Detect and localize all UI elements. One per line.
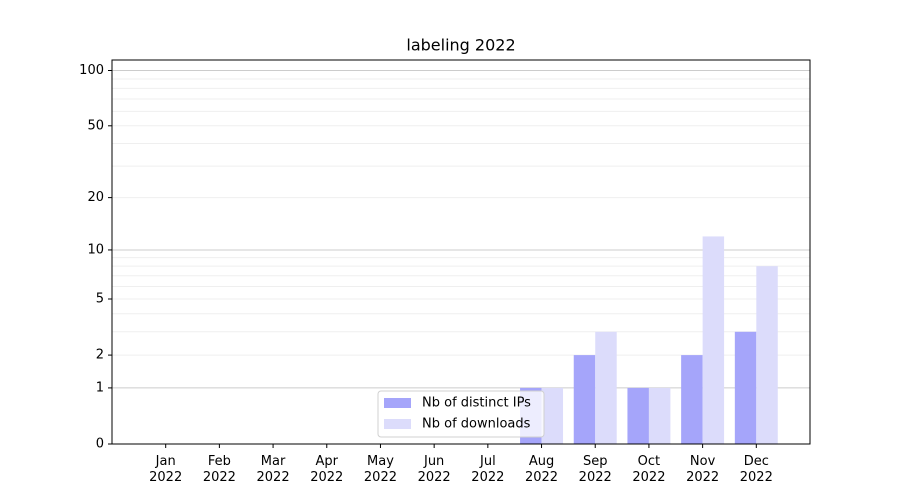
- y-tick-label: 2: [96, 348, 104, 363]
- bar: [627, 387, 649, 444]
- x-tick-label: Jun 2022: [418, 454, 451, 485]
- x-tick-label-line: Apr: [316, 454, 339, 469]
- x-tick-label-line: Jul: [479, 454, 496, 469]
- x-tick-label: Nov 2022: [686, 454, 719, 485]
- x-tick-label: Oct 2022: [632, 454, 665, 485]
- x-tick-label-line: 2022: [257, 470, 290, 485]
- legend-swatch: [384, 398, 411, 408]
- y-tick-label: 5: [96, 291, 104, 306]
- y-tick-label: 0: [96, 437, 104, 452]
- x-tick-label-line: Mar: [261, 454, 286, 469]
- bar: [648, 387, 671, 444]
- x-tick-label-line: Oct: [638, 454, 660, 469]
- y-tick-label: 20: [87, 190, 104, 205]
- legend-swatch: [384, 419, 411, 429]
- plot-frame: [111, 59, 811, 445]
- x-tick-label-line: Aug: [529, 454, 554, 469]
- x-tick-label: Jul 2022: [471, 454, 504, 485]
- x-tick-label-line: 2022: [686, 470, 719, 485]
- x-tick-label: Sep 2022: [579, 454, 612, 485]
- x-tick-label-line: Feb: [208, 454, 231, 469]
- x-tick-label: Dec 2022: [740, 454, 773, 485]
- y-tick-label: 50: [87, 118, 104, 133]
- bar: [756, 266, 778, 444]
- x-tick-label: May 2022: [364, 454, 397, 485]
- x-tick-label-line: Nov: [690, 454, 716, 469]
- y-tick-label: 100: [79, 63, 104, 78]
- legend-label: Nb of downloads: [422, 417, 531, 432]
- x-tick-label: Mar 2022: [257, 454, 290, 485]
- x-tick-label-line: 2022: [740, 470, 773, 485]
- x-tick-label: Apr 2022: [310, 454, 343, 485]
- bar: [595, 331, 617, 444]
- x-tick-label-line: May: [367, 454, 394, 469]
- x-tick-label-line: Jun: [423, 454, 444, 469]
- x-tick-label-line: 2022: [525, 470, 558, 485]
- x-tick-label-line: 2022: [310, 470, 343, 485]
- bar: [734, 331, 757, 444]
- x-tick-label-line: 2022: [471, 470, 504, 485]
- bar: [702, 236, 725, 444]
- x-tick-label-line: Sep: [583, 454, 608, 469]
- x-tick-label: Jan 2022: [149, 454, 182, 485]
- bar: [573, 355, 596, 444]
- x-tick-label: Feb 2022: [203, 454, 236, 485]
- bar: [681, 355, 703, 444]
- x-tick-label-line: Jan: [155, 454, 176, 469]
- x-tick-label: Aug 2022: [525, 454, 558, 485]
- legend-box: [377, 390, 545, 438]
- x-tick-label-line: 2022: [364, 470, 397, 485]
- legend-label: Nb of distinct IPs: [422, 396, 531, 411]
- y-tick-label: 1: [96, 380, 104, 395]
- y-tick-label: 10: [87, 242, 104, 257]
- chart-title: labeling 2022: [406, 36, 515, 55]
- x-tick-label-line: 2022: [149, 470, 182, 485]
- bar: [541, 387, 564, 444]
- x-tick-label-line: Dec: [744, 454, 769, 469]
- x-tick-label-line: 2022: [203, 470, 236, 485]
- x-tick-label-line: 2022: [418, 470, 451, 485]
- x-tick-label-line: 2022: [632, 470, 665, 485]
- x-tick-label-line: 2022: [579, 470, 612, 485]
